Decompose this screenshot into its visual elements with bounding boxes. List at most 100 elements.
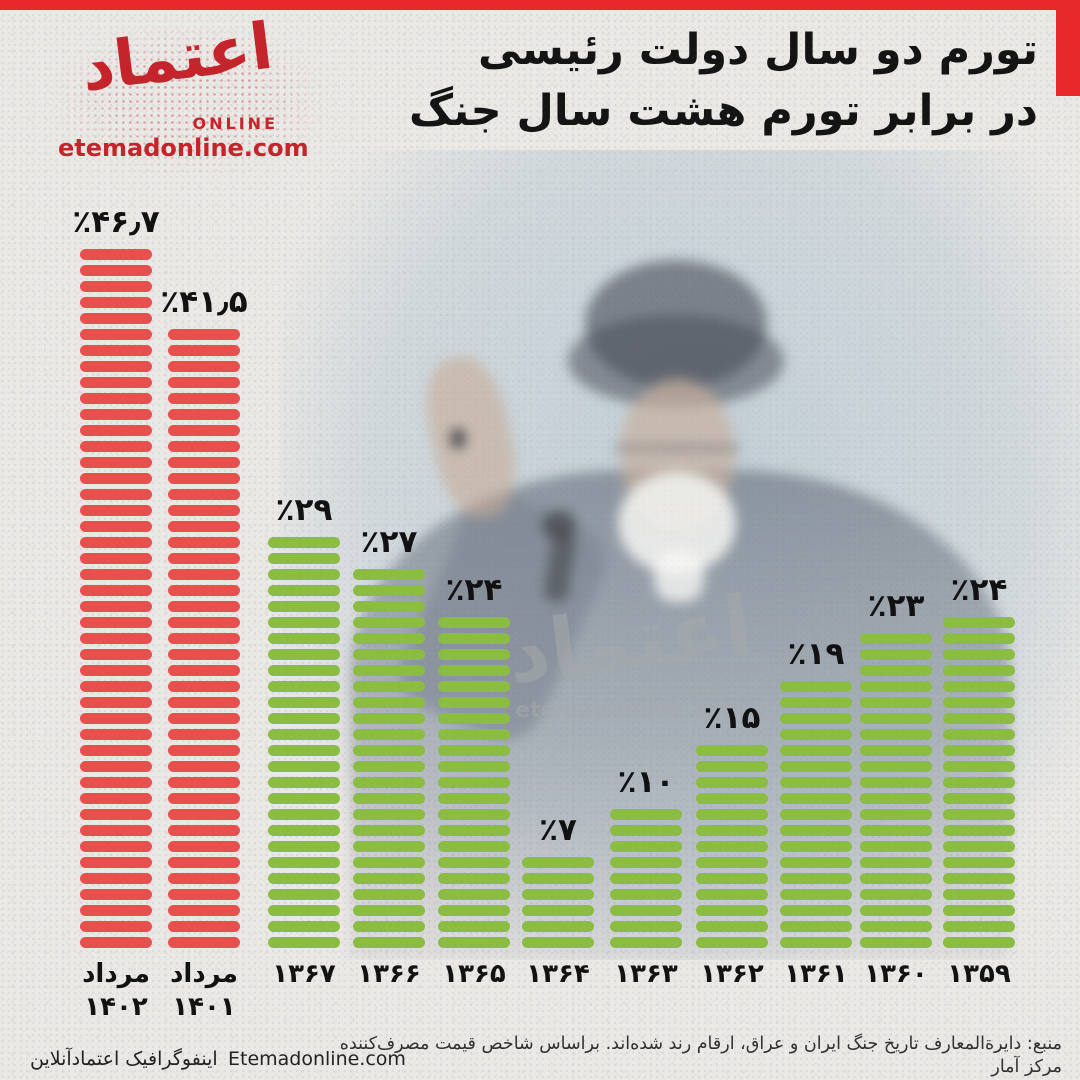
bar-segment (522, 937, 594, 948)
bar-segment (780, 681, 852, 692)
bar-category-label: ۱۳۶۱ (784, 959, 848, 989)
bar-segment (780, 793, 852, 804)
bar-segment (353, 681, 425, 692)
bar-segment (268, 633, 340, 644)
bar-segment (353, 761, 425, 772)
bar-segment (610, 889, 682, 900)
logo-website-url: etemadonline.com (58, 134, 309, 162)
bar-segment (610, 809, 682, 820)
bar-segment (80, 793, 152, 804)
bar-segment (696, 841, 768, 852)
bar-segment (80, 649, 152, 660)
bar-segment (268, 537, 340, 548)
bar-segment (168, 665, 240, 676)
bar-segment (696, 921, 768, 932)
bar-column: ٪۱۹ ۱۳۶۱ (773, 636, 859, 1024)
bar-segment (696, 745, 768, 756)
bar-segment (943, 857, 1015, 868)
bar-segment (522, 857, 594, 868)
bar-segment (168, 809, 240, 820)
bar-segment (696, 825, 768, 836)
bar-segment (80, 489, 152, 500)
bar-segment (943, 873, 1015, 884)
bar-segment (696, 873, 768, 884)
bar-segment (943, 713, 1015, 724)
bar-segment (80, 505, 152, 516)
source-note: منبع: دایرةالمعارف تاریخ جنگ ایران و عرا… (302, 1033, 1062, 1078)
bar-segment (696, 857, 768, 868)
bar-segment (168, 537, 240, 548)
top-red-strip (0, 0, 1080, 10)
bar-segment (438, 617, 510, 628)
bar-segment (353, 745, 425, 756)
bar (438, 617, 510, 948)
bar-segment (168, 857, 240, 868)
figure-collar (654, 550, 704, 602)
bar-value-label: ٪۱۹ (787, 636, 846, 672)
watermark-online-label: ONLINE (645, 680, 723, 696)
bar-segment (80, 393, 152, 404)
bar-segment (522, 889, 594, 900)
bar-segment (80, 345, 152, 356)
bar-segment (80, 265, 152, 276)
bar-segment (268, 713, 340, 724)
bar-segment (353, 665, 425, 676)
bar-segment (943, 697, 1015, 708)
bar-segment (696, 905, 768, 916)
bar-segment (168, 569, 240, 580)
bar-segment (268, 745, 340, 756)
bar (80, 249, 152, 948)
bar-segment (943, 889, 1015, 900)
bar-segment (268, 665, 340, 676)
page-title: تورم دو سال دولت رئیسی در برابر تورم هشت… (409, 20, 1039, 142)
bar-segment (943, 761, 1015, 772)
bar-segment (80, 777, 152, 788)
bar-segment (860, 841, 932, 852)
bar-segment (696, 777, 768, 788)
bar-segment (860, 681, 932, 692)
bar-segment (780, 729, 852, 740)
bar-category-label: ۱۳۵۹ (947, 959, 1011, 989)
bar-segment (168, 905, 240, 916)
bar-segment (168, 889, 240, 900)
bar-segment (80, 281, 152, 292)
bar-segment (353, 585, 425, 596)
bar-segment (610, 873, 682, 884)
bar-segment (353, 697, 425, 708)
bar-segment (780, 937, 852, 948)
bar-segment (80, 537, 152, 548)
bar-segment (268, 793, 340, 804)
bar-segment (168, 873, 240, 884)
bar-segment (168, 681, 240, 692)
bar-segment (168, 585, 240, 596)
bar-segment (168, 649, 240, 660)
bar-segment (168, 409, 240, 420)
bar-segment (353, 633, 425, 644)
bar-segment (168, 425, 240, 436)
figure-ring (450, 428, 466, 449)
bar-segment (780, 777, 852, 788)
bar-segment (268, 873, 340, 884)
bar-category-label: مرداد ۱۴۰۱ (170, 959, 238, 1022)
bar-segment (943, 937, 1015, 948)
bar-column: ٪۲۴ ۱۳۵۹ (936, 572, 1022, 1024)
bar-segment (860, 729, 932, 740)
bar-segment (780, 905, 852, 916)
bar-segment (438, 713, 510, 724)
bar-segment (860, 761, 932, 772)
bar-segment (522, 905, 594, 916)
bar-segment (438, 889, 510, 900)
bar-segment (80, 697, 152, 708)
bar-segment (696, 937, 768, 948)
bar-segment (353, 649, 425, 660)
bar-segment (168, 553, 240, 564)
bar-segment (168, 921, 240, 932)
bar-segment (438, 857, 510, 868)
bar-segment (943, 793, 1015, 804)
bar-value-label: ٪۴۶٫۷ (72, 204, 160, 240)
bar-segment (353, 793, 425, 804)
bar-segment (438, 649, 510, 660)
bar-segment (353, 905, 425, 916)
bar-segment (438, 745, 510, 756)
bar-segment (168, 745, 240, 756)
